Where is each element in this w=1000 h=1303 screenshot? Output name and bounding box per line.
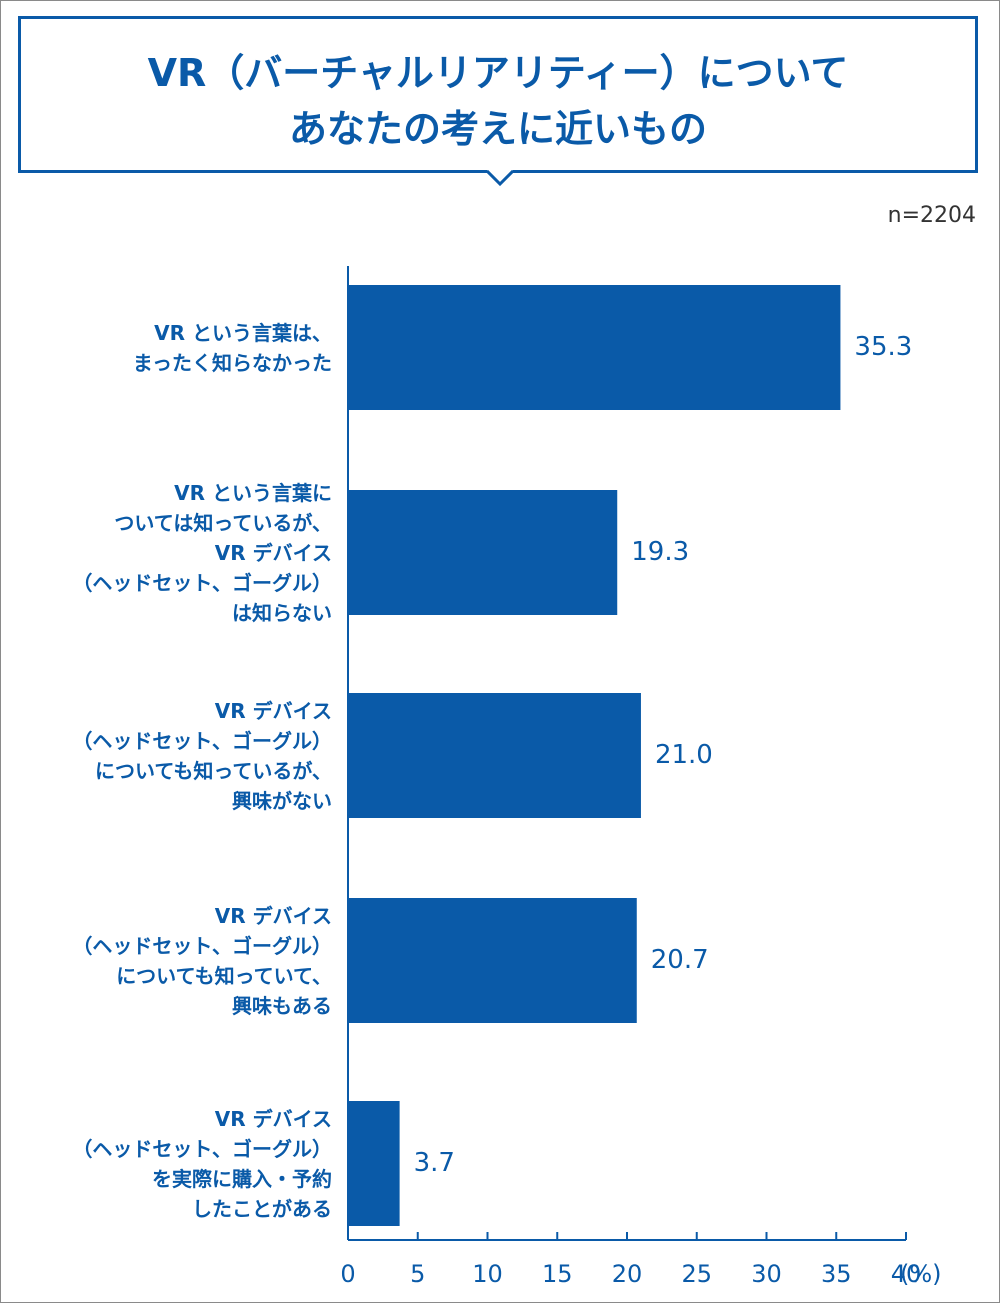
category-label-line: VR デバイス — [214, 1106, 332, 1131]
x-tick-label: 35 — [820, 1260, 852, 1288]
bar-value-label: 20.7 — [650, 944, 709, 975]
category-label-line: についても知っていて、 — [116, 963, 332, 988]
category-label: VR デバイス （ヘッドセット、ゴーグル） を実際に購入・予約したことがある — [20, 1104, 332, 1224]
category-label: VR という言葉は、まったく知らなかった — [20, 318, 332, 378]
category-label: VR デバイス （ヘッドセット、ゴーグル） についても知っていて、興味もある — [20, 901, 332, 1021]
category-label: VR デバイス （ヘッドセット、ゴーグル） についても知っているが、興味がない — [20, 696, 332, 816]
x-tick-label: 15 — [541, 1260, 573, 1288]
category-label-line: ついては知っているが、 — [114, 510, 332, 535]
category-label-line: 興味もある — [232, 993, 332, 1018]
category-label-line: VR デバイス — [214, 903, 332, 928]
x-tick-label: 5 — [410, 1260, 426, 1288]
category-label-line: （ヘッドセット、ゴーグル） — [72, 728, 332, 753]
category-label-line: VR という言葉に — [174, 480, 332, 505]
chart-title: VR（バーチャルリアリティー）について あなたの考えに近いもの — [21, 45, 975, 157]
x-tick-label: 25 — [681, 1260, 713, 1288]
category-label-line: （ヘッドセット、ゴーグル） — [72, 1136, 332, 1161]
x-axis-unit: (%) — [900, 1260, 942, 1288]
bar-value-label: 21.0 — [654, 739, 713, 770]
category-label-line: （ヘッドセット、ゴーグル） — [72, 933, 332, 958]
bar — [348, 490, 618, 615]
x-tick-label: 40 — [890, 1260, 922, 1288]
category-label-line: 興味がない — [232, 788, 332, 813]
bar — [348, 1101, 400, 1226]
title-line-1: VR（バーチャルリアリティー）について — [147, 51, 849, 95]
category-label-line: は知らない — [232, 600, 332, 625]
title-line-2: あなたの考えに近いもの — [288, 107, 707, 151]
bar — [348, 693, 641, 818]
category-label-line: まったく知らなかった — [132, 350, 332, 375]
category-label-line: VR デバイス — [214, 698, 332, 723]
bar-value-label: 3.7 — [413, 1147, 455, 1178]
category-label-line: についても知っているが、 — [95, 758, 332, 783]
category-label-line: VR デバイス — [214, 540, 332, 565]
bar — [348, 285, 841, 410]
category-label-line: （ヘッドセット、ゴーグル） — [72, 570, 332, 595]
title-pointer — [487, 170, 513, 187]
bar — [348, 898, 637, 1023]
x-tick-label: 10 — [472, 1260, 503, 1288]
x-tick-label: 0 — [340, 1260, 356, 1288]
bar-value-label: 35.3 — [854, 331, 913, 362]
x-tick-label: 30 — [751, 1260, 782, 1288]
sample-size-label: n=2204 — [887, 203, 976, 228]
category-label-line: VR という言葉は、 — [154, 320, 332, 345]
category-label-line: を実際に購入・予約 — [152, 1166, 332, 1191]
x-tick-label: 20 — [611, 1260, 643, 1288]
category-label-line: したことがある — [192, 1196, 332, 1221]
category-label: VR という言葉については知っているが、 VR デバイス （ヘッドセット、ゴーグル）… — [20, 478, 332, 628]
bar-value-label: 19.3 — [631, 536, 690, 567]
